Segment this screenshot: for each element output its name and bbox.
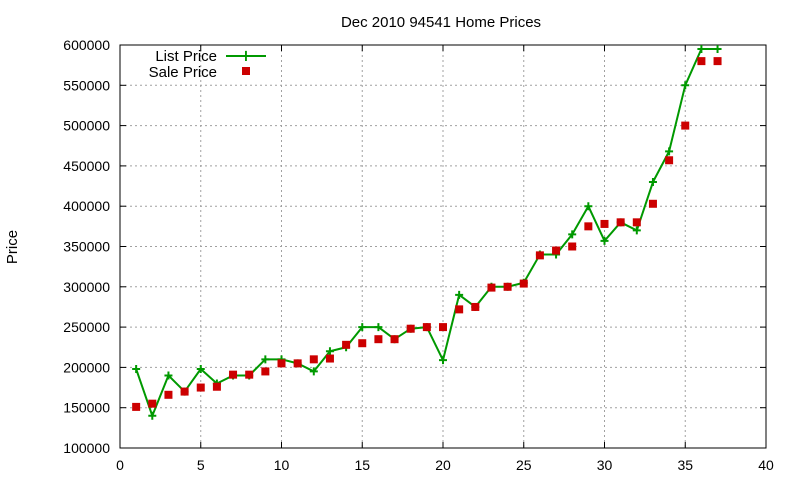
sale-price-point	[148, 399, 157, 408]
y-axis-label: Price	[4, 230, 21, 264]
sale-price-point	[439, 323, 447, 332]
y-tick-label: 200000	[63, 359, 110, 375]
sale-price-point	[180, 387, 189, 396]
sale-price-point	[374, 335, 383, 344]
list-price-point	[455, 290, 464, 299]
list-price-point	[697, 45, 706, 54]
sale-price-point	[471, 302, 480, 311]
legend-label-sale-price: Sale Price	[149, 64, 217, 81]
sale-price-point	[293, 359, 302, 368]
list-price-point	[325, 347, 334, 356]
sale-price-point	[584, 222, 593, 231]
series-layer	[132, 45, 722, 420]
sale-price-point	[665, 156, 674, 165]
list-price-line	[135, 48, 718, 417]
sale-price-point	[568, 242, 577, 251]
chart-title: Dec 2010 94541 Home Prices	[341, 14, 541, 31]
sale-price-point	[358, 339, 367, 348]
list-price-point	[164, 371, 173, 380]
sale-price-point	[422, 323, 431, 332]
sale-price-point	[552, 246, 561, 255]
x-tick-label: 10	[274, 457, 290, 473]
sale-price-point	[681, 121, 690, 130]
x-tick-label: 20	[435, 457, 451, 473]
y-tick-label: 350000	[63, 239, 110, 255]
x-tick-label: 35	[677, 457, 693, 473]
x-tick-label: 40	[758, 457, 774, 473]
legend-marker-sale-price	[242, 67, 250, 75]
sale-price-point	[212, 382, 221, 391]
sale-price-point	[648, 199, 657, 208]
sale-price-point	[632, 218, 641, 227]
legend-label-list-price: List Price	[155, 48, 217, 65]
sale-price-point	[277, 359, 286, 368]
sale-price-point	[600, 219, 609, 228]
y-tick-label: 600000	[63, 37, 110, 53]
x-tick-label: 15	[354, 457, 370, 473]
y-tick-label: 100000	[63, 440, 110, 456]
sale-price-point	[245, 370, 254, 379]
sale-price-point	[713, 57, 722, 66]
legend-marker-list-price: +	[239, 46, 252, 65]
y-tick-label: 500000	[63, 118, 110, 134]
list-price-point	[600, 236, 609, 245]
sale-price-point	[132, 402, 141, 411]
list-price-point	[713, 45, 722, 54]
list-price-point	[148, 411, 157, 420]
sale-price-point	[697, 57, 706, 66]
list-price-point	[681, 81, 690, 90]
sale-price-point	[164, 390, 173, 399]
list-price-point	[261, 355, 270, 364]
legend: List Price + Sale Price	[149, 46, 266, 81]
x-tick-label: 30	[597, 457, 613, 473]
sale-price-point	[342, 340, 351, 349]
sale-price-point	[196, 383, 205, 392]
list-price-point	[309, 367, 318, 376]
sale-price-point	[390, 335, 399, 344]
sale-price-point	[309, 355, 318, 364]
x-tick-label: 0	[116, 457, 124, 473]
list-price-point	[132, 365, 141, 374]
list-price-point	[648, 178, 657, 187]
y-tick-label: 300000	[63, 279, 110, 295]
x-tick-label: 5	[197, 457, 205, 473]
sale-price-point	[487, 283, 496, 292]
grid-lines	[120, 45, 766, 448]
y-tick-label: 450000	[63, 158, 110, 174]
sale-price-point	[406, 324, 415, 333]
sale-price-point	[455, 305, 464, 314]
axis-ticks	[119, 44, 767, 449]
sale-price-point	[519, 279, 528, 288]
list-price-point	[568, 230, 577, 239]
sale-price-point	[229, 370, 238, 379]
list-price-point	[665, 147, 674, 156]
list-price-point	[196, 365, 205, 374]
list-price-point	[584, 202, 593, 211]
list-price-point	[358, 323, 367, 332]
sale-price-point	[325, 354, 334, 363]
list-price-point	[374, 323, 383, 332]
tick-labels: 0 5 10 15 20 25 30 35 40 100000 150000 200000 250000…	[63, 37, 774, 473]
sale-price-point	[503, 282, 512, 291]
y-tick-label: 250000	[63, 319, 110, 335]
y-tick-label: 550000	[63, 77, 110, 93]
sale-price-point	[261, 367, 270, 376]
y-tick-label: 150000	[63, 400, 110, 416]
sale-price-point	[535, 251, 544, 260]
y-tick-label: 400000	[63, 198, 110, 214]
list-price-point	[632, 226, 641, 235]
sale-price-point	[616, 218, 625, 227]
x-tick-label: 25	[516, 457, 532, 473]
list-price-point	[439, 356, 447, 365]
